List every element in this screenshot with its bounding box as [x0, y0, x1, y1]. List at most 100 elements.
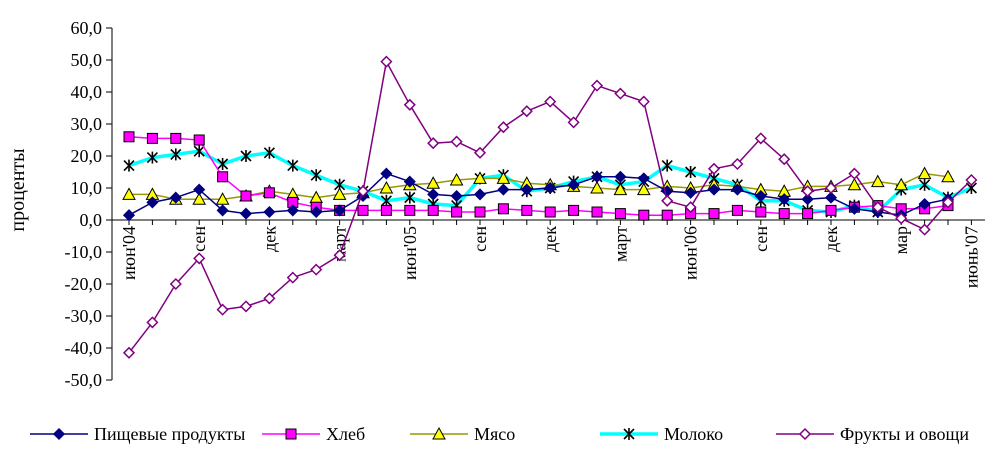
data-point: [404, 204, 416, 216]
data-point: [193, 134, 205, 146]
data-point: [332, 187, 347, 200]
data-point: [918, 197, 931, 211]
x-tick-label: июнь'07: [961, 226, 981, 288]
data-point: [427, 137, 440, 150]
data-point: [427, 204, 439, 216]
data-point: [778, 153, 791, 166]
y-tick-label: 10,0: [71, 178, 103, 198]
data-point: [146, 132, 158, 144]
data-point: [287, 159, 299, 172]
data-point: [941, 169, 955, 183]
data-point: [404, 191, 416, 204]
data-point: [216, 303, 229, 316]
x-tick-label: дек: [259, 226, 279, 252]
data-point: [520, 105, 533, 118]
x-tick-label: мар: [891, 226, 911, 254]
legend-marker: [285, 428, 297, 440]
legend-marker: [432, 426, 446, 440]
data-point: [193, 252, 206, 265]
data-point: [707, 162, 721, 175]
data-point: [240, 190, 252, 202]
data-point: [192, 192, 207, 205]
legend-item: Фрукты и овощи: [776, 424, 969, 444]
data-point: [731, 183, 744, 196]
data-point: [848, 167, 861, 180]
x-tick-label: март: [610, 226, 630, 262]
x-tick-label: сен: [470, 226, 490, 252]
data-point: [286, 204, 299, 217]
data-point: [497, 121, 510, 134]
data-point: [637, 172, 650, 185]
data-point: [544, 206, 556, 218]
data-point: [451, 206, 463, 218]
data-point: [426, 176, 441, 189]
data-point: [755, 206, 767, 218]
data-point: [520, 183, 533, 196]
data-point: [146, 196, 159, 209]
data-point: [380, 167, 393, 180]
legend-label: Фрукты и овощи: [840, 424, 969, 444]
data-point: [824, 181, 838, 195]
data-point: [754, 132, 767, 145]
y-tick-label: -10,0: [65, 242, 103, 262]
data-point: [122, 187, 136, 200]
data-point: [122, 346, 136, 359]
data-point: [661, 209, 673, 221]
data-point: [474, 206, 486, 218]
y-tick-label: 30,0: [71, 114, 103, 134]
data-point: [731, 157, 744, 171]
data-point: [123, 159, 135, 172]
data-point: [263, 292, 276, 305]
data-point: [684, 186, 697, 199]
y-axis-ticks: 60,0 50,0 40,0 30,0 20,0 10,0 0,0 -10,0 -20,0 -30…: [65, 18, 112, 390]
data-point: [380, 55, 393, 68]
data-point: [567, 178, 580, 191]
series-1: [123, 131, 954, 221]
data-point: [614, 87, 627, 100]
y-tick-label: -30,0: [65, 306, 103, 326]
legend-item: Мясо: [410, 424, 515, 444]
x-tick-label: июн'06: [681, 226, 701, 280]
data-point: [870, 174, 885, 188]
data-point: [193, 145, 205, 158]
data-point: [918, 223, 931, 236]
data-point: [427, 188, 440, 201]
data-point: [684, 201, 697, 214]
data-point: [380, 204, 392, 216]
data-point: [333, 249, 346, 262]
data-point: [544, 181, 557, 195]
legend-item: Молоко: [600, 424, 723, 444]
y-tick-label: 60,0: [71, 18, 103, 38]
data-point: [567, 116, 580, 129]
data-point: [310, 205, 323, 219]
data-point: [263, 187, 275, 199]
data-point: [450, 189, 463, 203]
data-point: [449, 172, 464, 186]
data-point: [169, 191, 182, 204]
data-point: [778, 208, 790, 220]
data-point: [217, 171, 229, 183]
data-point: [240, 150, 252, 162]
data-point: [496, 171, 511, 184]
data-point: [122, 209, 136, 222]
data-point: [170, 132, 182, 144]
data-point: [614, 170, 627, 183]
x-axis-ticks: июн'04 сен дек март июн'05 сен дек март июн'06 се…: [119, 220, 981, 288]
y-axis-label: проценты: [7, 148, 29, 231]
data-point: [521, 204, 533, 216]
data-point: [590, 170, 604, 183]
data-point: [919, 178, 931, 191]
data-point: [801, 193, 814, 206]
data-point: [333, 204, 346, 217]
data-point: [239, 300, 253, 313]
data-point: [848, 202, 861, 215]
data-point: [590, 180, 604, 194]
data-point: [379, 180, 394, 194]
data-point: [801, 185, 814, 198]
legend-item: Пищевые продукты: [30, 424, 245, 444]
y-tick-label: -20,0: [65, 274, 103, 294]
data-point: [614, 208, 626, 220]
data-point: [263, 146, 275, 159]
data-point: [263, 205, 276, 219]
